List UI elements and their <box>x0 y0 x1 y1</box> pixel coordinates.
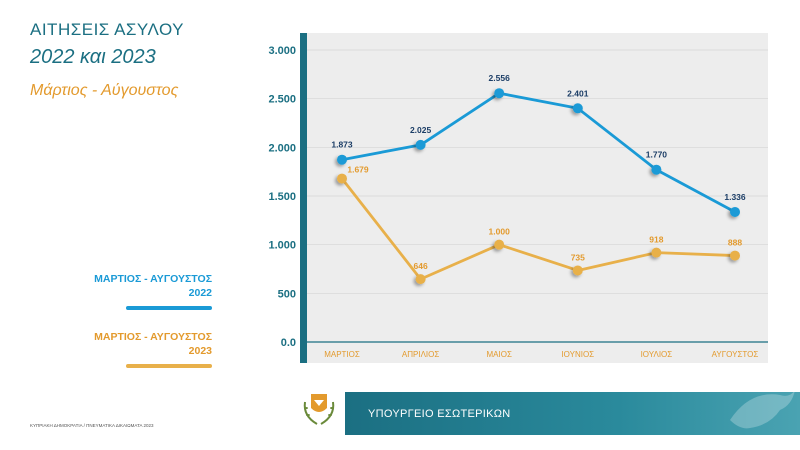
x-tick-label: ΑΠΡΙΛΙΟΣ <box>402 350 439 359</box>
data-point-2023 <box>651 247 662 258</box>
legend-2023: ΜΑΡΤΙΟΣ - ΑΥΓΟΥΣΤΟΣ 2023 <box>94 330 212 368</box>
plot-background <box>300 33 768 363</box>
series-line-2022 <box>341 91 736 214</box>
data-label-2022: 2.401 <box>567 88 589 98</box>
data-point-2023 <box>572 265 583 276</box>
legend-2023-line <box>126 364 212 368</box>
legend-2022-label: ΜΑΡΤΙΟΣ - ΑΥΓΟΥΣΤΟΣ <box>94 273 212 285</box>
y-tick-label: 0.0 <box>281 337 296 349</box>
data-label-2023: 646 <box>414 261 428 271</box>
data-point-2022 <box>572 103 583 114</box>
data-label-2022: 1.770 <box>646 150 668 160</box>
y-tick-label: 2.500 <box>268 94 296 106</box>
legend-2022-year: 2022 <box>188 287 212 299</box>
data-label-2023: 888 <box>728 238 742 248</box>
cyprus-crest-icon <box>297 382 341 432</box>
data-label-2023: 735 <box>571 252 585 262</box>
data-label-2023: 918 <box>649 235 663 245</box>
data-label-2023: 1.000 <box>489 227 511 237</box>
data-label-2023: 1.679 <box>347 165 369 175</box>
data-point-2022 <box>494 88 505 99</box>
x-tick-label: ΑΥΓΟΥΣΤΟΣ <box>712 350 759 359</box>
data-label-2022: 1.873 <box>331 140 353 150</box>
data-label-2022: 2.025 <box>410 125 432 135</box>
y-tick-label: 1.500 <box>268 191 296 203</box>
data-point-2022 <box>651 164 662 175</box>
x-tick-label: ΙΟΥΝΙΟΣ <box>561 350 594 359</box>
legend-2023-label: ΜΑΡΤΙΟΣ - ΑΥΓΟΥΣΤΟΣ <box>94 331 212 343</box>
period-label: Μάρτιος - Αύγουστος <box>30 82 179 99</box>
y-tick-label: 3.000 <box>268 45 296 57</box>
page-subtitle: 2022 και 2023 <box>30 46 156 68</box>
data-label-2022: 1.336 <box>724 192 746 202</box>
x-tick-label: ΜΑΡΤΙΟΣ <box>324 350 360 359</box>
legend-2022: ΜΑΡΤΙΟΣ - ΑΥΓΟΥΣΤΟΣ 2022 <box>94 272 212 310</box>
data-point-2022 <box>415 139 426 150</box>
y-tick-label: 1.000 <box>268 240 296 252</box>
series-line-2023 <box>340 177 736 281</box>
dove-icon <box>730 390 795 429</box>
legend-2023-year: 2023 <box>188 345 212 357</box>
data-point-2022 <box>730 206 740 217</box>
ministry-name: ΥΠΟΥΡΓΕΙΟ ΕΣΩΤΕΡΙΚΩΝ <box>368 408 511 420</box>
page-title: ΑΙΤΗΣΕΙΣ ΑΣΥΛΟΥ <box>30 20 185 39</box>
data-point-2022 <box>337 154 347 165</box>
copyright-note: ΚΥΠΡΙΑΚΗ ΔΗΜΟΚΡΑΤΙΑ / ΠΝΕΥΜΑΤΙΚΑ ΔΙΚΑΙΩΜ… <box>30 423 154 428</box>
legend-2022-line <box>126 306 212 310</box>
y-tick-label: 500 <box>278 288 296 300</box>
data-point-2023 <box>730 250 740 261</box>
data-point-2023 <box>337 173 347 184</box>
y-axis-bar <box>300 33 307 363</box>
data-point-2023 <box>415 274 426 285</box>
data-point-2023 <box>494 239 505 250</box>
ministry-banner <box>345 392 800 435</box>
x-tick-label: ΜΑΙΟΣ <box>487 350 512 359</box>
y-tick-label: 2.000 <box>268 142 296 154</box>
data-label-2022: 2.556 <box>489 73 511 83</box>
x-tick-label: ΙΟΥΛΙΟΣ <box>641 350 673 359</box>
